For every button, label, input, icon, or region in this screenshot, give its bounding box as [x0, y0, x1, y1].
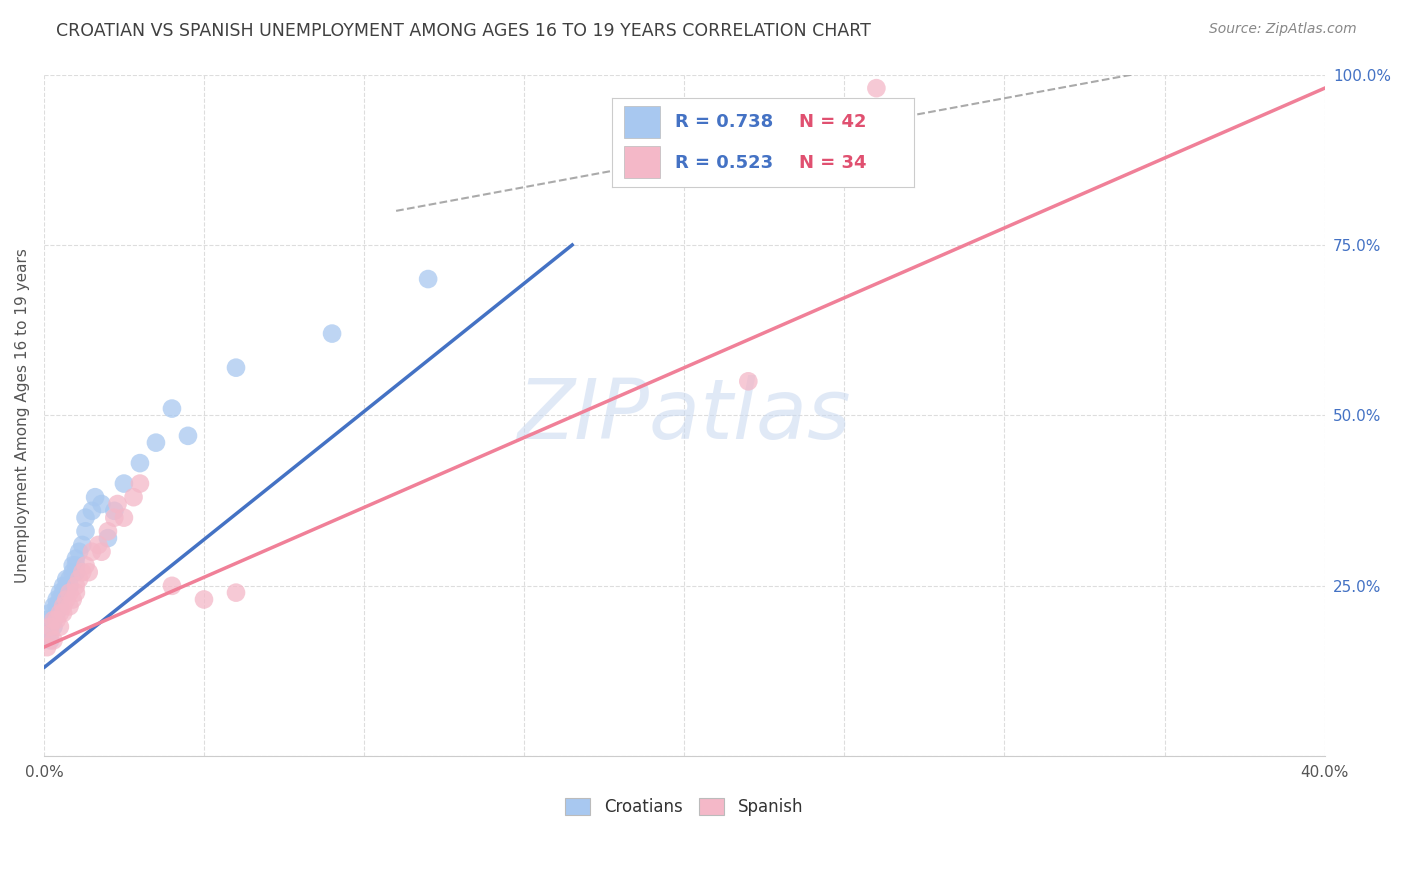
- Point: [145, 435, 167, 450]
- Point: [80, 504, 103, 518]
- Point: [193, 592, 215, 607]
- Point: [177, 429, 200, 443]
- Point: [65, 579, 87, 593]
- Point: [865, 81, 887, 95]
- Text: Source: ZipAtlas.com: Source: ZipAtlas.com: [1209, 22, 1357, 37]
- Point: [39, 606, 62, 620]
- Point: [65, 585, 87, 599]
- Text: R = 0.523: R = 0.523: [675, 154, 773, 172]
- Point: [107, 497, 129, 511]
- Point: [35, 626, 58, 640]
- Point: [49, 592, 72, 607]
- Point: [52, 579, 75, 593]
- Point: [65, 565, 87, 579]
- Point: [49, 620, 72, 634]
- Point: [42, 633, 65, 648]
- Point: [58, 572, 80, 586]
- Point: [35, 613, 58, 627]
- Point: [45, 592, 67, 607]
- Point: [75, 510, 97, 524]
- Point: [103, 510, 125, 524]
- Point: [55, 579, 77, 593]
- Point: [80, 545, 103, 559]
- Point: [42, 599, 65, 614]
- Point: [35, 640, 58, 655]
- Point: [39, 626, 62, 640]
- Y-axis label: Unemployment Among Ages 16 to 19 years: Unemployment Among Ages 16 to 19 years: [15, 248, 30, 582]
- Point: [75, 558, 97, 573]
- Text: R = 0.738: R = 0.738: [675, 113, 773, 131]
- Point: [65, 558, 87, 573]
- Point: [67, 545, 90, 559]
- Point: [416, 272, 439, 286]
- Point: [62, 565, 84, 579]
- Point: [62, 558, 84, 573]
- Point: [55, 572, 77, 586]
- Point: [58, 599, 80, 614]
- Text: N = 42: N = 42: [799, 113, 866, 131]
- Point: [97, 524, 120, 539]
- Point: [65, 551, 87, 566]
- Point: [129, 476, 152, 491]
- Text: ZIPatlas: ZIPatlas: [517, 375, 851, 456]
- Point: [49, 585, 72, 599]
- Point: [122, 490, 145, 504]
- Point: [84, 490, 107, 504]
- Point: [62, 592, 84, 607]
- Point: [49, 606, 72, 620]
- Bar: [624, 106, 659, 138]
- Point: [55, 585, 77, 599]
- Point: [42, 620, 65, 634]
- Point: [55, 592, 77, 607]
- Point: [45, 599, 67, 614]
- Point: [225, 585, 247, 599]
- Point: [90, 497, 112, 511]
- Point: [52, 606, 75, 620]
- Point: [75, 524, 97, 539]
- Point: [72, 565, 94, 579]
- Point: [42, 613, 65, 627]
- Point: [87, 538, 110, 552]
- Point: [321, 326, 343, 341]
- Point: [112, 476, 135, 491]
- Point: [39, 633, 62, 648]
- Point: [129, 456, 152, 470]
- Point: [225, 360, 247, 375]
- Point: [39, 620, 62, 634]
- Point: [72, 538, 94, 552]
- Legend: Croatians, Spanish: Croatians, Spanish: [558, 791, 810, 823]
- Point: [160, 579, 183, 593]
- Point: [112, 510, 135, 524]
- Text: CROATIAN VS SPANISH UNEMPLOYMENT AMONG AGES 16 TO 19 YEARS CORRELATION CHART: CROATIAN VS SPANISH UNEMPLOYMENT AMONG A…: [56, 22, 872, 40]
- Point: [737, 374, 759, 388]
- Point: [58, 585, 80, 599]
- Bar: [624, 146, 659, 178]
- Text: N = 34: N = 34: [799, 154, 866, 172]
- Point: [52, 599, 75, 614]
- Point: [67, 572, 90, 586]
- Point: [45, 613, 67, 627]
- Point: [42, 613, 65, 627]
- Point: [45, 606, 67, 620]
- Point: [103, 504, 125, 518]
- Point: [58, 579, 80, 593]
- Point: [77, 565, 100, 579]
- Point: [97, 531, 120, 545]
- Point: [160, 401, 183, 416]
- Point: [52, 585, 75, 599]
- Point: [49, 599, 72, 614]
- Point: [90, 545, 112, 559]
